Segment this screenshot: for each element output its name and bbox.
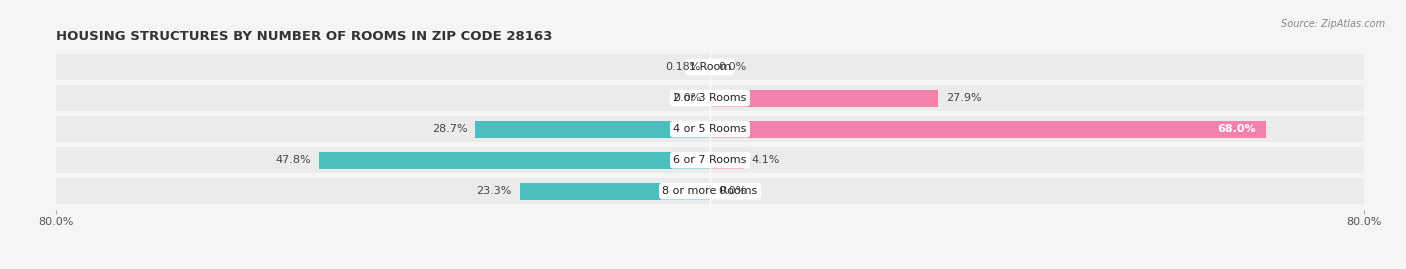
Text: 0.0%: 0.0%	[673, 93, 702, 103]
Bar	[709, 59, 710, 76]
Text: 4.1%: 4.1%	[752, 155, 780, 165]
Text: 8 or more Rooms: 8 or more Rooms	[662, 186, 758, 196]
Bar	[56, 178, 1364, 204]
Text: 23.3%: 23.3%	[477, 186, 512, 196]
Text: 28.7%: 28.7%	[432, 124, 467, 134]
Text: 47.8%: 47.8%	[276, 155, 311, 165]
Bar	[475, 121, 710, 138]
Text: 68.0%: 68.0%	[1218, 124, 1256, 134]
Text: 0.0%: 0.0%	[718, 186, 747, 196]
Text: HOUSING STRUCTURES BY NUMBER OF ROOMS IN ZIP CODE 28163: HOUSING STRUCTURES BY NUMBER OF ROOMS IN…	[56, 30, 553, 43]
Text: 0.0%: 0.0%	[718, 62, 747, 72]
Bar	[56, 54, 1364, 80]
Bar	[710, 121, 1265, 138]
Bar	[56, 147, 1364, 173]
Bar	[710, 152, 744, 169]
Text: 1 Room: 1 Room	[689, 62, 731, 72]
Bar	[56, 85, 1364, 111]
Bar	[710, 90, 938, 107]
Text: 27.9%: 27.9%	[946, 93, 981, 103]
Text: 4 or 5 Rooms: 4 or 5 Rooms	[673, 124, 747, 134]
Bar	[520, 183, 710, 200]
Bar	[319, 152, 710, 169]
Text: 0.18%: 0.18%	[665, 62, 700, 72]
Text: Source: ZipAtlas.com: Source: ZipAtlas.com	[1281, 19, 1385, 29]
Text: 2 or 3 Rooms: 2 or 3 Rooms	[673, 93, 747, 103]
Text: 6 or 7 Rooms: 6 or 7 Rooms	[673, 155, 747, 165]
Bar	[56, 116, 1364, 142]
